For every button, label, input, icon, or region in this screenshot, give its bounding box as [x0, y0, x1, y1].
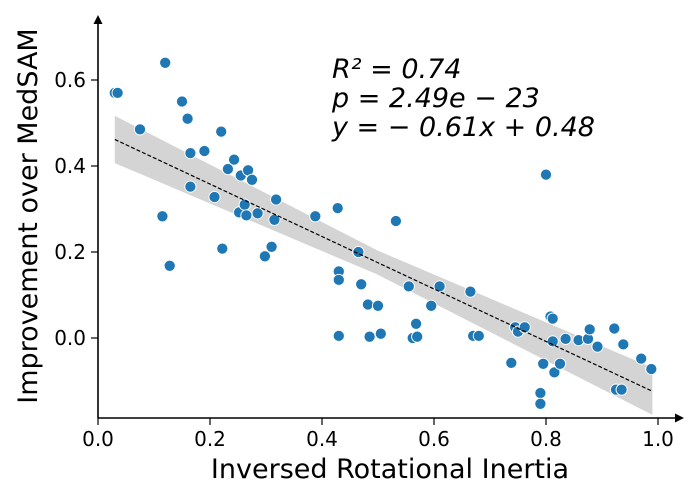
data-point	[361, 298, 374, 311]
data-point	[215, 125, 228, 138]
data-point	[332, 329, 345, 342]
data-point	[208, 190, 221, 204]
data-point	[645, 362, 658, 376]
data-point	[332, 273, 345, 286]
data-point	[181, 112, 194, 125]
y-axis-arrow	[93, 15, 103, 24]
data-point	[615, 383, 628, 396]
y-axis-title: Improvement over MedSAM	[13, 28, 44, 403]
data-point	[133, 123, 147, 136]
fit-line	[114, 138, 653, 392]
data-point	[371, 299, 385, 312]
y-ticks: 0.0 0.2 0.4 0.6	[54, 68, 98, 350]
data-point	[505, 356, 518, 369]
annotation-r-squared: R² = 0.74	[332, 54, 462, 85]
data-point	[163, 259, 176, 272]
data-point	[374, 327, 387, 340]
regression-line	[114, 138, 653, 392]
data-point	[331, 202, 344, 215]
data-point	[238, 198, 251, 211]
data-point	[534, 397, 547, 410]
data-point	[111, 86, 124, 99]
x-tick-label: 0.0	[82, 427, 114, 451]
data-point	[184, 180, 197, 193]
data-point	[251, 207, 264, 220]
data-point	[591, 340, 604, 353]
data-point	[546, 335, 559, 348]
data-point	[175, 95, 189, 108]
data-point	[389, 214, 402, 228]
data-point	[355, 278, 368, 291]
data-point	[617, 338, 630, 351]
annotation-equation: y = − 0.61x + 0.48	[331, 112, 595, 143]
x-tick-label: 1.0	[642, 427, 674, 451]
x-tick-label: 0.6	[418, 427, 450, 451]
data-point	[240, 209, 253, 222]
data-points	[108, 56, 658, 410]
x-tick-label: 0.2	[194, 427, 226, 451]
data-point	[159, 56, 172, 69]
y-tick-label: 0.0	[54, 326, 86, 350]
data-point	[198, 144, 211, 158]
data-point	[534, 386, 547, 400]
annotation-p-value: p = 2.49e − 23	[331, 83, 540, 114]
data-point	[363, 330, 376, 343]
data-point	[270, 193, 283, 206]
x-tick-label: 0.8	[530, 427, 562, 451]
y-tick-label: 0.4	[54, 154, 86, 178]
data-point	[216, 242, 229, 255]
data-point	[537, 357, 550, 370]
data-point	[184, 147, 197, 160]
x-axis-title: Inversed Rotational Inertia	[211, 454, 569, 485]
data-point	[411, 330, 424, 343]
x-tick-label: 0.4	[306, 427, 338, 451]
data-point	[309, 210, 322, 223]
data-point	[156, 210, 169, 223]
data-point	[258, 250, 271, 263]
data-point	[265, 240, 278, 253]
data-point	[635, 352, 648, 365]
data-point	[402, 280, 415, 293]
axes	[93, 15, 684, 423]
data-point	[608, 322, 621, 335]
data-point	[583, 323, 596, 336]
data-point	[464, 285, 477, 298]
data-point	[539, 168, 553, 181]
data-point	[425, 299, 438, 312]
data-point	[546, 312, 559, 325]
y-tick-label: 0.6	[54, 68, 86, 92]
data-point	[433, 280, 446, 293]
data-point	[228, 153, 241, 166]
data-point	[245, 173, 259, 186]
data-point	[221, 162, 234, 176]
y-tick-label: 0.2	[54, 240, 86, 264]
data-point	[559, 332, 572, 345]
data-point	[548, 366, 561, 379]
x-axis-arrow	[675, 413, 684, 423]
data-point	[472, 329, 485, 342]
data-point	[518, 321, 531, 334]
data-point	[553, 357, 567, 370]
x-ticks: 0.0 0.2 0.4 0.6 0.8 1.0	[82, 418, 674, 451]
data-point	[410, 317, 423, 330]
